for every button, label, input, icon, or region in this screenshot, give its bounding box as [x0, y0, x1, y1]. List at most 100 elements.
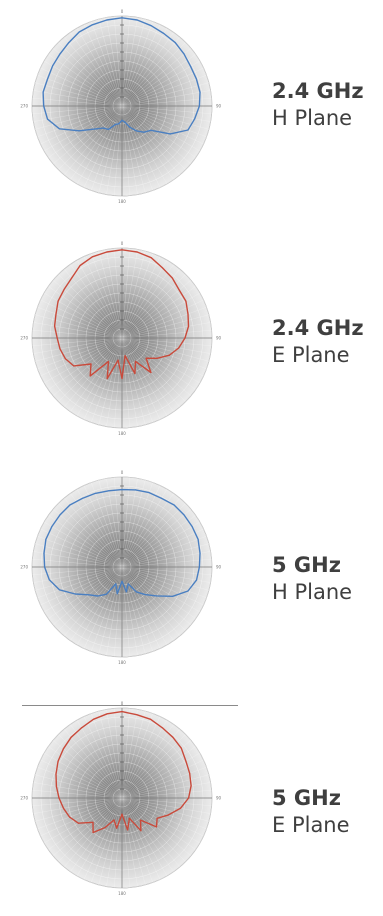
grid-spoke — [76, 27, 123, 107]
grid-spoke — [37, 536, 123, 568]
grid-spoke — [121, 719, 168, 799]
pattern-point — [70, 736, 72, 738]
grid-spoke — [48, 337, 123, 390]
pattern-point — [58, 128, 61, 130]
grid-spoke — [98, 566, 123, 654]
grid-spoke — [58, 734, 123, 799]
grid-spoke — [121, 329, 212, 339]
pattern-point — [136, 714, 138, 716]
angle-label: 90 — [216, 796, 222, 801]
grid-spoke — [43, 566, 123, 613]
grid-spoke — [121, 337, 186, 402]
grid-spoke — [121, 566, 131, 657]
pattern-point — [155, 826, 158, 828]
grid-spoke — [121, 566, 174, 641]
grid-spoke — [121, 497, 181, 568]
pattern-point — [106, 251, 108, 253]
pattern-point — [114, 124, 116, 126]
pattern-point — [91, 24, 93, 26]
plot-caption: 2.4 GHz H Plane — [272, 78, 364, 132]
pattern-point — [187, 313, 189, 315]
grid-spoke — [121, 105, 204, 145]
pattern-point — [94, 492, 96, 494]
grid-spoke — [91, 337, 123, 423]
grid-spoke — [121, 709, 138, 799]
pattern-point — [188, 797, 190, 799]
grid-spoke — [98, 480, 123, 568]
pattern-point — [68, 42, 70, 44]
pattern-point — [139, 819, 142, 821]
grid-spoke — [32, 337, 123, 347]
pattern-point — [89, 375, 91, 377]
grid-spoke — [121, 337, 211, 354]
grid-spoke — [121, 75, 207, 107]
plane-label: H Plane — [272, 580, 353, 604]
pattern-point — [121, 119, 123, 121]
grid-spoke — [37, 105, 123, 137]
grid-spoke — [70, 566, 123, 641]
grid-spoke — [121, 797, 131, 888]
grid-spoke — [91, 253, 123, 339]
grid-spoke — [121, 54, 196, 107]
pattern-point — [58, 589, 61, 591]
pattern-point — [136, 19, 138, 21]
pattern-point — [163, 32, 165, 35]
grid-spoke — [121, 60, 201, 107]
pattern-point — [190, 65, 192, 67]
grid-spoke — [113, 477, 123, 568]
polar-panel: 0 270 90 180 2.4 GHz H Plane — [0, 0, 383, 229]
pattern-point — [88, 594, 90, 596]
grid-spoke — [40, 566, 123, 606]
grid-spoke — [83, 485, 123, 568]
pattern-point — [198, 566, 200, 568]
grid-spoke — [121, 47, 192, 107]
grid-spoke — [63, 337, 123, 408]
grid-spoke — [70, 32, 123, 107]
pattern-point — [118, 123, 120, 125]
grid-spoke — [35, 566, 123, 591]
grid-spoke — [121, 337, 196, 390]
grid-spoke — [121, 337, 207, 369]
grid-spoke — [121, 292, 201, 339]
grid-spoke — [113, 16, 123, 107]
grid-spoke — [121, 728, 181, 799]
grid-spoke — [76, 105, 123, 185]
pattern-point — [128, 817, 130, 819]
grid-spoke — [35, 337, 123, 362]
radiation-pattern-plot: 0 270 90 180 — [20, 701, 222, 896]
pattern-point — [64, 358, 66, 360]
grid-spoke — [76, 719, 123, 799]
pattern-point — [121, 489, 123, 491]
grid-spoke — [121, 337, 192, 397]
grid-spoke — [58, 797, 123, 862]
pattern-point — [150, 129, 152, 131]
grid-spoke — [58, 503, 123, 568]
grid-spoke — [121, 528, 204, 568]
pattern-point — [62, 748, 64, 750]
pattern-point — [59, 514, 61, 516]
plane-label: E Plane — [272, 343, 350, 367]
pattern-point — [121, 377, 123, 380]
pattern-point — [183, 514, 185, 516]
grid-spoke — [121, 337, 212, 347]
pattern-point — [121, 813, 123, 815]
pattern-point — [127, 583, 129, 585]
grid-spoke — [32, 97, 123, 107]
pattern-point — [106, 19, 108, 21]
pattern-point — [127, 829, 129, 831]
grid-spoke — [43, 521, 123, 568]
pattern-point — [104, 827, 106, 829]
grid-spoke — [121, 713, 153, 799]
grid-spoke — [40, 337, 123, 377]
pattern-point — [161, 727, 164, 729]
angle-label: 0 — [121, 470, 124, 475]
grid-spoke — [121, 322, 211, 339]
pattern-point — [197, 538, 199, 540]
pattern-point — [108, 490, 110, 492]
pattern-point — [43, 105, 45, 107]
grid-spoke — [121, 105, 146, 193]
pattern-point — [150, 257, 152, 259]
pattern-point — [92, 831, 94, 834]
pattern-point — [57, 760, 59, 762]
grid-spoke — [37, 75, 123, 107]
